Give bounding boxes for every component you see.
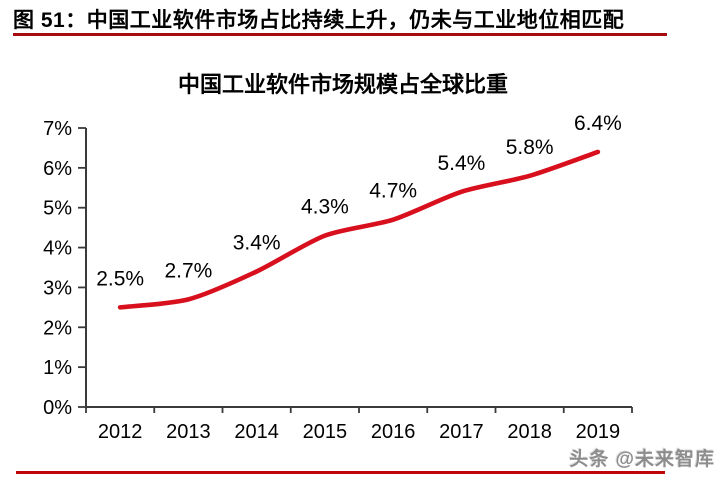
series-line [117,149,601,310]
bottom-rule [16,471,665,474]
figure-caption: 图 51：中国工业软件市场占比持续上升，仍未与工业地位相匹配 [13,9,625,32]
data-label: 6.4% [574,112,622,135]
data-label: 4.3% [301,196,349,219]
caption-underline [13,33,667,36]
x-axis-label: 2016 [371,421,416,443]
y-axis-label: 5% [43,198,72,220]
data-label: 5.8% [506,136,554,159]
x-axis-label: 2013 [166,421,211,443]
y-axis-label: 7% [43,118,72,140]
x-axis-label: 2017 [439,421,484,443]
x-axis-label: 2012 [98,421,143,443]
y-axis-label: 6% [43,158,72,180]
y-axis-label: 3% [43,277,72,299]
data-label: 2.7% [164,259,212,282]
y-axis-label: 1% [43,357,72,379]
x-axis-label: 2014 [234,421,279,443]
chart-title: 中国工业软件市场规模占全球比重 [177,72,509,97]
data-label: 3.4% [233,231,281,254]
x-axis-label: 2019 [576,421,621,443]
y-axis-label: 4% [43,238,72,260]
x-axis-label: 2015 [303,421,348,443]
y-axis-label: 0% [43,397,72,419]
y-axis-label: 2% [43,317,72,339]
data-label: 2.5% [96,267,144,290]
data-label: 4.7% [369,180,417,203]
data-label: 5.4% [437,152,485,175]
x-axis-label: 2018 [507,421,552,443]
watermark: 头条 @未来智库 [569,449,715,470]
